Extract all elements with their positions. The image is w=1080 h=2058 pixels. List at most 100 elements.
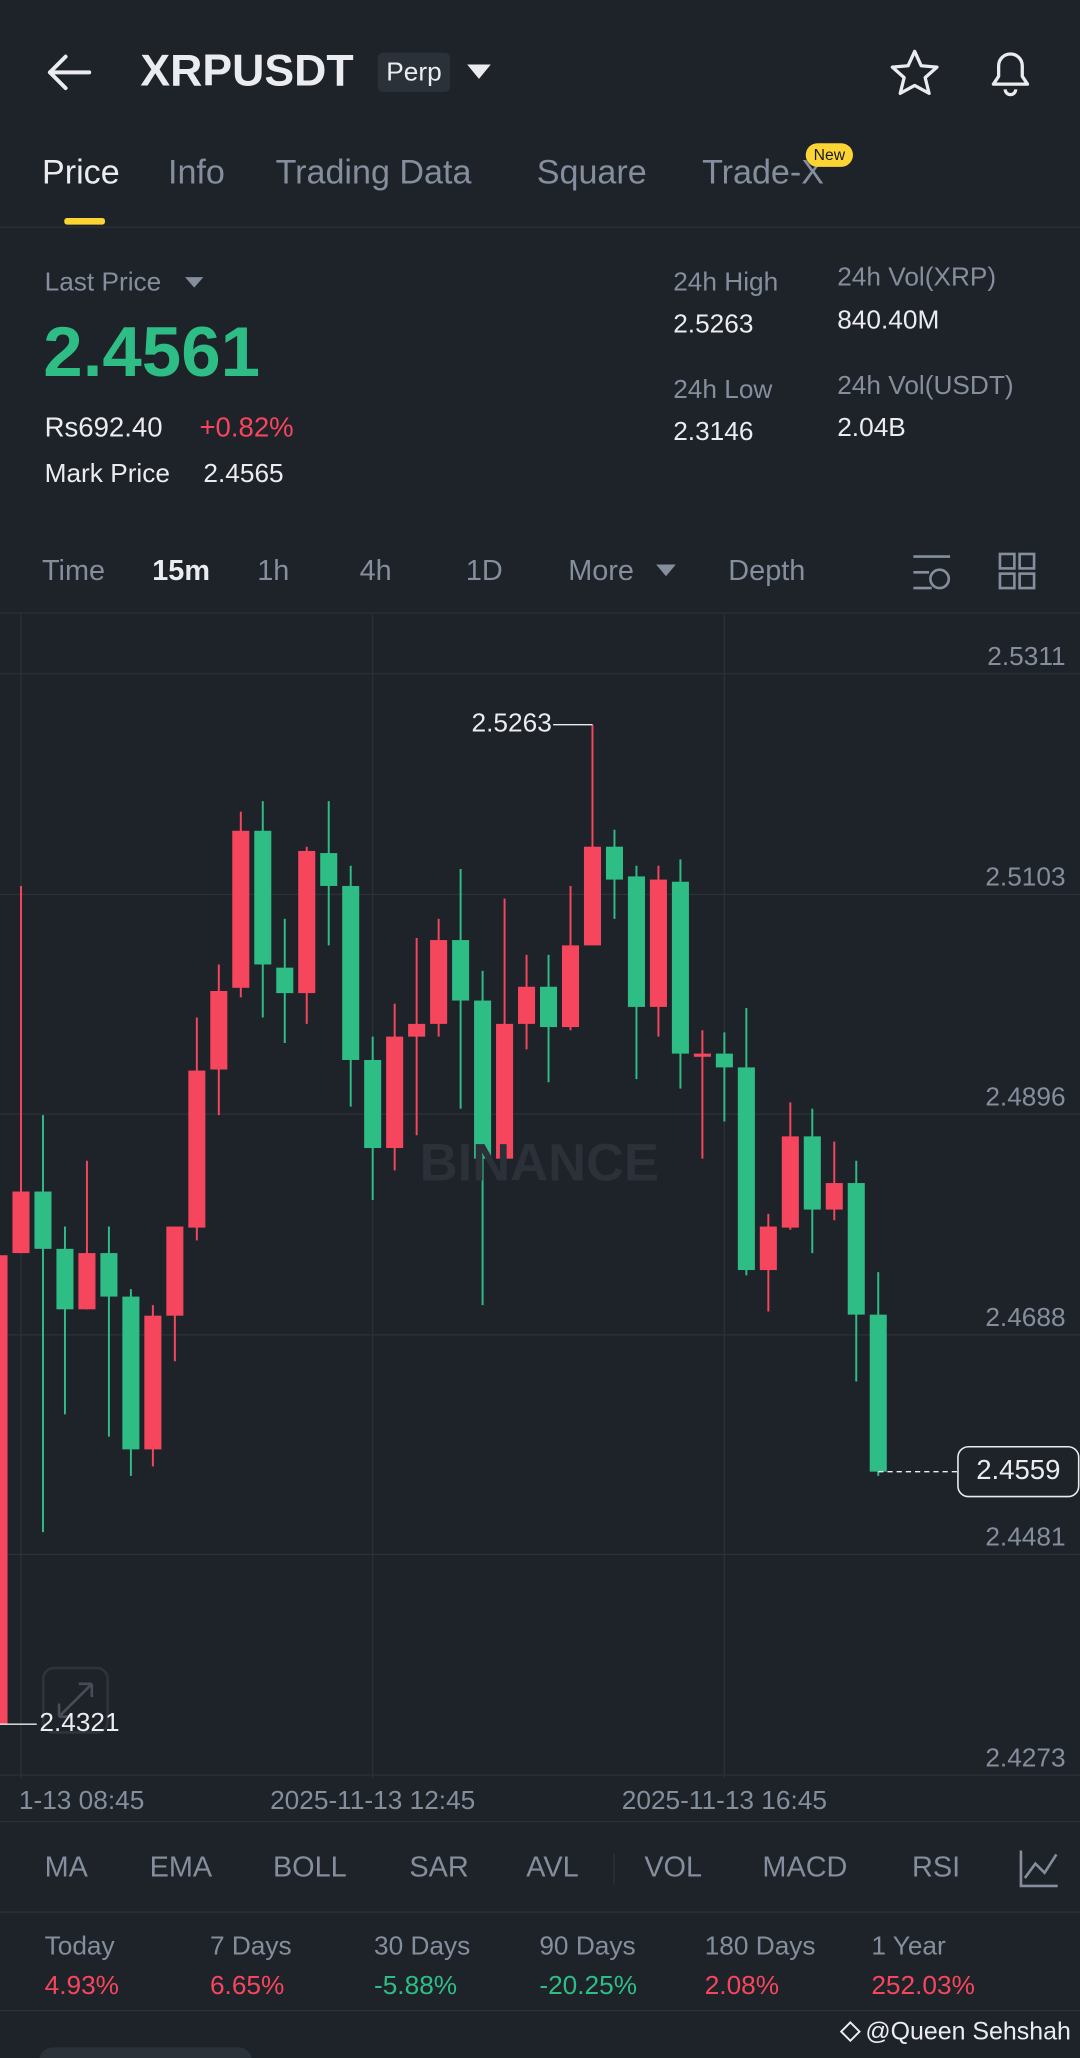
candle-body: [0, 1255, 8, 1725]
candle-body: [100, 1253, 118, 1297]
candle-body: [452, 940, 470, 1001]
candle-body: [188, 1070, 206, 1228]
candle-body: [144, 1315, 162, 1450]
watermark: BINANCE: [420, 1134, 659, 1193]
candle-body: [276, 967, 294, 994]
label: 24h Vol(XRP): [837, 261, 996, 291]
candle-body: [869, 1314, 887, 1472]
candle-body: [122, 1296, 140, 1450]
candle-body: [737, 1067, 755, 1271]
tab[interactable]: Trading Data: [276, 154, 472, 192]
tab[interactable]: Square: [537, 154, 647, 192]
last-price: 2.4561: [43, 313, 260, 392]
period: Today: [45, 1931, 116, 1961]
dropdown-icon[interactable]: [185, 277, 204, 288]
period: 30 Days: [374, 1931, 470, 1961]
interval[interactable]: 1D: [466, 555, 503, 587]
candle-body: [298, 850, 316, 994]
value: 840.40M: [837, 305, 939, 335]
period: 1 Year: [871, 1931, 946, 1961]
candle-body: [781, 1136, 799, 1228]
candle-body: [561, 945, 580, 1028]
indicator[interactable]: MACD: [762, 1851, 847, 1883]
return: 4.93%: [45, 1970, 119, 2000]
return: 6.65%: [210, 1970, 284, 2000]
bottom-pill: [39, 2047, 252, 2058]
back-button[interactable]: [47, 54, 92, 91]
candle-body: [496, 1023, 514, 1159]
candle-body: [605, 846, 624, 880]
label: Mark Price: [45, 458, 170, 488]
symbol-dropdown[interactable]: [467, 64, 491, 79]
label: 24h Low: [673, 374, 773, 404]
indicator[interactable]: RSI: [912, 1851, 960, 1883]
tab[interactable]: Info: [168, 154, 225, 192]
candle-body: [320, 853, 338, 886]
candle-body: [715, 1053, 733, 1068]
indicator[interactable]: VOL: [644, 1851, 702, 1883]
fullscreen-button[interactable]: [41, 1666, 109, 1734]
last-price-label: 2.4559: [976, 1454, 1060, 1485]
new-badge-bg: [805, 143, 853, 167]
candle-body: [56, 1248, 74, 1310]
y-tick-label: 2.5103: [985, 862, 1065, 892]
dropdown-icon[interactable]: [656, 564, 676, 577]
settings-icon[interactable]: [913, 555, 951, 590]
y-tick-label: 2.4481: [985, 1522, 1065, 1552]
indicator[interactable]: AVL: [526, 1851, 578, 1883]
y-tick-label: 2.4688: [985, 1302, 1065, 1332]
favorite-icon[interactable]: [890, 49, 939, 95]
tab-indicator: [64, 218, 105, 225]
interval[interactable]: Depth: [728, 555, 805, 587]
candle-body: [364, 1059, 382, 1149]
layout-icon[interactable]: [998, 552, 1036, 590]
indicator[interactable]: MA: [45, 1851, 89, 1883]
interval[interactable]: Time: [42, 555, 105, 587]
interval[interactable]: 1h: [257, 555, 289, 587]
candle-body: [210, 990, 228, 1070]
candle-body: [583, 846, 602, 946]
candle-body: [408, 1023, 426, 1037]
interval[interactable]: More: [568, 555, 634, 587]
candle-body: [518, 986, 536, 1024]
interval[interactable]: 15m: [152, 555, 210, 587]
candle-body: [232, 830, 250, 988]
x-tick-label: 2025-11-13 12:45: [270, 1785, 475, 1815]
mark-price: 2.4565: [203, 458, 283, 488]
label: 24h Vol(USDT): [837, 370, 1013, 400]
high-label: 2.5263: [472, 708, 552, 738]
candle-body: [166, 1226, 184, 1316]
candlestick-chart: [0, 724, 887, 1725]
period: 90 Days: [539, 1931, 635, 1961]
candle-body: [803, 1136, 821, 1210]
value: 2.5263: [673, 309, 753, 339]
change: +0.82%: [199, 412, 293, 443]
badge-bg: [377, 52, 451, 93]
candle-body: [474, 1000, 492, 1159]
indicator[interactable]: EMA: [150, 1851, 213, 1883]
fullscreen-icon: [57, 1682, 94, 1718]
symbol: XRPUSDT: [140, 46, 353, 95]
indicator[interactable]: BOLL: [273, 1851, 347, 1883]
interval[interactable]: 4h: [360, 555, 392, 587]
return: 2.08%: [705, 1970, 779, 2000]
tab[interactable]: Price: [42, 154, 120, 192]
candle-body: [693, 1053, 711, 1057]
value: 2.3146: [673, 416, 753, 446]
alert-icon[interactable]: [991, 52, 1030, 97]
period: 7 Days: [210, 1931, 292, 1961]
indicator-settings[interactable]: [1019, 1850, 1058, 1888]
value: 2.04B: [837, 412, 906, 442]
candle-body: [540, 986, 558, 1028]
return: 252.03%: [871, 1970, 975, 2000]
candle-body: [759, 1226, 777, 1271]
candle-body: [34, 1191, 52, 1249]
badge: Perp: [386, 57, 441, 87]
candle-body: [12, 1191, 30, 1254]
candle-body: [671, 881, 689, 1054]
indicator[interactable]: SAR: [409, 1851, 468, 1883]
credit: @Queen Sehshah: [865, 2017, 1070, 2045]
tab[interactable]: Trade-X: [702, 154, 824, 192]
